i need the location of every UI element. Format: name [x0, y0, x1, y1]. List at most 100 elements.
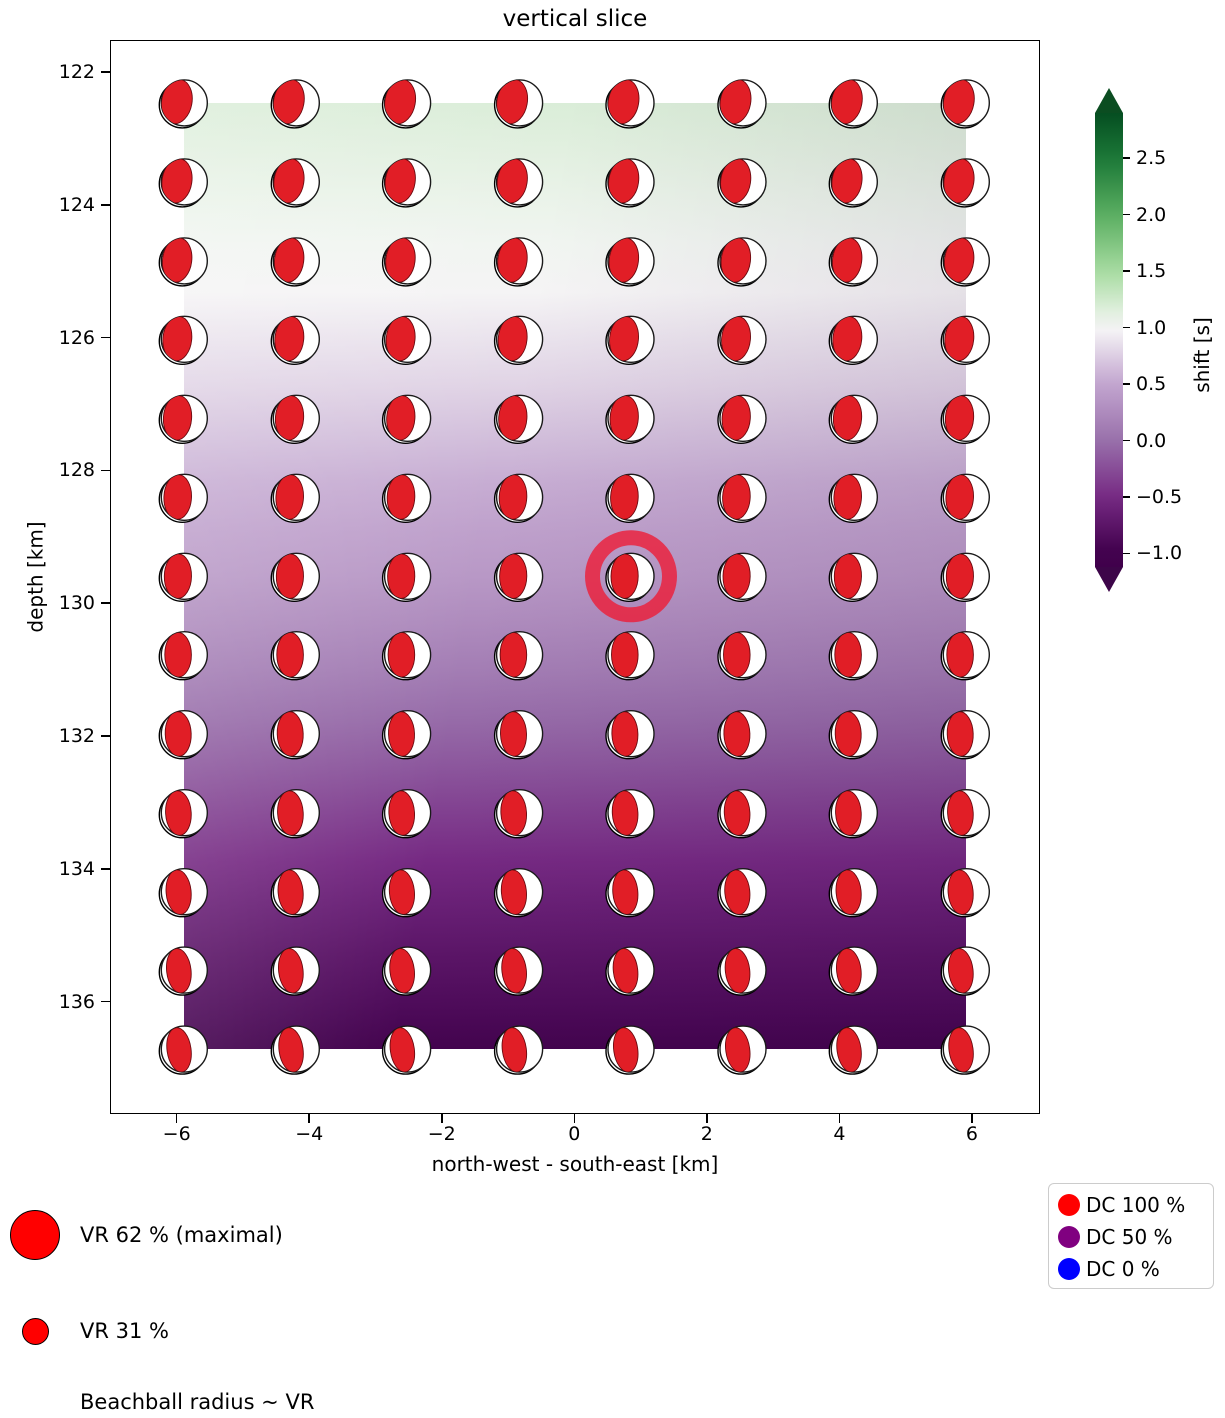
beachball [828, 394, 878, 444]
beachball [605, 394, 655, 444]
beachball [940, 158, 990, 208]
colorbar-gradient [1095, 113, 1123, 567]
beachball [158, 473, 209, 523]
beachball [158, 79, 209, 129]
beachball [940, 1025, 990, 1075]
beachball [717, 79, 767, 129]
y-tick-mark [101, 868, 110, 870]
beachball-radius-note: Beachball radius ~ VR [80, 1390, 315, 1414]
beachball [270, 315, 321, 365]
colorbar-tick-label: −0.5 [1136, 485, 1183, 508]
beachball [828, 315, 878, 365]
beachball [493, 158, 544, 208]
beachball [940, 394, 990, 444]
dc-100-label: DC 100 % [1086, 1193, 1186, 1217]
vr-max-circle [10, 1210, 60, 1260]
beachball [270, 631, 321, 681]
beachball [717, 552, 767, 602]
beachball [717, 946, 767, 996]
colorbar-extend-max-arrow [1095, 88, 1123, 113]
beachball [270, 237, 321, 287]
x-tick-label: 6 [965, 1123, 978, 1145]
beachball [270, 868, 321, 918]
colorbar-tick-mark [1123, 326, 1130, 329]
colorbar-tick-label: 0.5 [1136, 373, 1167, 396]
x-axis-label: north-west - south-east [km] [431, 1152, 719, 1176]
beachball [381, 710, 432, 760]
beachball [717, 710, 767, 760]
beachball [158, 237, 209, 287]
beachball [717, 394, 767, 444]
beachball [158, 946, 209, 996]
beachball [270, 789, 321, 839]
beachball [381, 158, 432, 208]
colorbar-tick-label: 1.5 [1136, 260, 1167, 283]
colorbar-label: shift [s] [1190, 317, 1214, 393]
y-tick-label: 132 [58, 725, 95, 747]
dc-legend: DC 100 % DC 50 % DC 0 % [1048, 1183, 1214, 1289]
x-tick-label: −4 [295, 1123, 324, 1145]
dc-50-label: DC 50 % [1086, 1225, 1173, 1249]
beachball [158, 631, 209, 681]
beachball [381, 473, 432, 523]
beachball [270, 79, 321, 129]
beachball [381, 394, 432, 444]
dc-legend-row: DC 0 % [1058, 1253, 1213, 1285]
x-tick-mark [175, 1114, 178, 1123]
beachball [828, 237, 878, 287]
beachball [158, 1025, 209, 1075]
colorbar-tick-label: −1.0 [1136, 542, 1183, 565]
colorbar-tick-label: 2.0 [1136, 203, 1167, 226]
beachball [940, 946, 990, 996]
colorbar-tick-mark [1123, 270, 1130, 272]
colorbar [1095, 88, 1123, 592]
beachball [381, 868, 432, 918]
colorbar-tick-mark [1123, 552, 1130, 555]
beachball [828, 710, 878, 760]
beachball [158, 158, 209, 208]
beachball [605, 631, 655, 681]
colorbar-tick-mark [1123, 439, 1130, 442]
beachball [828, 789, 878, 839]
beachball-grid [158, 79, 990, 1075]
beachball [381, 79, 432, 129]
beachball [493, 710, 544, 760]
beachball [270, 473, 321, 523]
x-tick-label: −2 [427, 1123, 456, 1145]
y-tick-label: 134 [58, 857, 95, 880]
x-tick-label: 4 [833, 1123, 846, 1145]
beachball [270, 1025, 321, 1075]
beachball [717, 631, 767, 681]
beachball [717, 158, 767, 208]
y-axis-label: depth [km] [23, 521, 48, 633]
beachball [828, 868, 878, 918]
beachball [158, 394, 209, 444]
y-tick-mark [101, 602, 110, 604]
beachball [717, 237, 767, 287]
dc-0-dot [1058, 1258, 1080, 1280]
beachball [940, 315, 990, 365]
colorbar-tick-label: 0.0 [1136, 429, 1167, 452]
colorbar-extend-min-arrow [1095, 567, 1123, 592]
dc-100-dot [1058, 1194, 1080, 1216]
beachball [158, 789, 209, 839]
y-tick-label: 128 [58, 459, 95, 482]
beachball [381, 237, 432, 287]
beachball [605, 1025, 655, 1075]
beachball [605, 473, 655, 523]
beachball [270, 710, 321, 760]
beachball [270, 158, 321, 208]
vr-half-circle [21, 1317, 49, 1345]
beachball [493, 552, 544, 602]
beachball [605, 79, 655, 129]
beachball [828, 552, 878, 602]
beachball [158, 868, 209, 918]
y-tick-label: 130 [58, 592, 95, 615]
dc-legend-row: DC 50 % [1058, 1221, 1213, 1253]
x-tick-mark [706, 1114, 708, 1123]
chart-title: vertical slice [502, 6, 648, 32]
y-tick-label: 136 [58, 990, 95, 1013]
beachball [493, 1025, 544, 1075]
plot-area [110, 40, 1040, 1114]
beachball [605, 237, 655, 287]
